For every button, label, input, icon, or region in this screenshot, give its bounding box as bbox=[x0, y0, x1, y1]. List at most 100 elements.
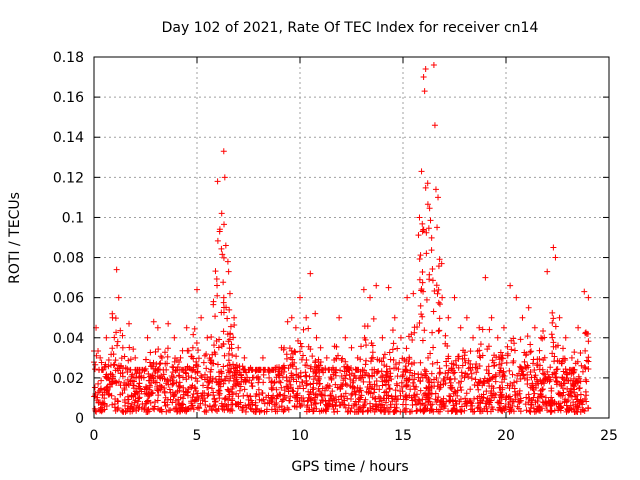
cluster-point bbox=[476, 363, 483, 370]
baseline-point bbox=[230, 383, 237, 390]
baseline-point bbox=[154, 397, 161, 404]
baseline-point bbox=[155, 387, 162, 394]
cluster-point bbox=[562, 366, 569, 373]
baseline-point bbox=[103, 371, 110, 378]
plot-frame bbox=[93, 56, 610, 419]
cluster-point bbox=[200, 359, 207, 366]
baseline-point bbox=[338, 383, 345, 390]
cluster-point bbox=[540, 328, 547, 335]
baseline-point bbox=[316, 380, 323, 387]
baseline-point bbox=[356, 405, 363, 412]
baseline-point bbox=[435, 394, 442, 401]
baseline-point bbox=[383, 392, 390, 399]
baseline-point bbox=[426, 395, 433, 402]
cluster-point bbox=[230, 334, 237, 341]
baseline-point bbox=[334, 408, 341, 415]
baseline-point bbox=[579, 368, 586, 375]
baseline-point bbox=[431, 383, 438, 390]
cluster-point bbox=[445, 353, 452, 360]
cluster-point bbox=[429, 265, 436, 272]
baseline-point bbox=[236, 387, 243, 394]
peak-point bbox=[224, 258, 231, 265]
cluster-point bbox=[585, 354, 592, 361]
baseline-point bbox=[356, 396, 363, 403]
cluster-point bbox=[139, 366, 146, 373]
baseline-point bbox=[131, 382, 138, 389]
baseline-point bbox=[380, 404, 387, 411]
baseline-point bbox=[265, 392, 272, 399]
baseline-point bbox=[487, 390, 494, 397]
baseline-point bbox=[314, 392, 321, 399]
baseline-point bbox=[505, 401, 512, 408]
baseline-point bbox=[124, 393, 131, 400]
baseline-point bbox=[440, 377, 447, 384]
baseline-point bbox=[435, 379, 442, 386]
baseline-point bbox=[272, 408, 279, 415]
baseline-point bbox=[541, 371, 548, 378]
baseline-point bbox=[367, 390, 374, 397]
cluster-point bbox=[338, 357, 345, 364]
cluster-point bbox=[429, 360, 436, 367]
peak-point bbox=[336, 314, 343, 321]
cluster-point bbox=[521, 358, 528, 365]
baseline-point bbox=[347, 376, 354, 383]
baseline-point bbox=[229, 407, 236, 414]
cluster-point bbox=[403, 345, 410, 352]
cluster-point bbox=[499, 352, 506, 359]
cluster-point bbox=[550, 315, 557, 322]
baseline-point bbox=[353, 389, 360, 396]
cluster-point bbox=[442, 340, 449, 347]
baseline-point bbox=[455, 379, 462, 386]
baseline-point bbox=[411, 386, 418, 393]
baseline-point bbox=[205, 379, 212, 386]
baseline-point bbox=[208, 406, 215, 413]
baseline-point bbox=[146, 382, 153, 389]
baseline-point bbox=[310, 408, 317, 415]
baseline-point bbox=[226, 393, 233, 400]
peak-point bbox=[418, 168, 425, 175]
baseline-point bbox=[130, 374, 137, 381]
cluster-point bbox=[522, 363, 529, 370]
peak-point bbox=[525, 304, 532, 311]
cluster-point bbox=[511, 340, 518, 347]
baseline-point bbox=[353, 401, 360, 408]
baseline-point bbox=[583, 398, 590, 405]
baseline-point bbox=[180, 395, 187, 402]
baseline-point bbox=[330, 395, 337, 402]
cluster-point bbox=[517, 336, 524, 343]
cluster-point bbox=[221, 221, 228, 228]
peak-point bbox=[500, 324, 507, 331]
baseline-point bbox=[393, 380, 400, 387]
cluster-point bbox=[420, 288, 427, 295]
cluster-point bbox=[226, 306, 233, 313]
peak-point bbox=[470, 334, 477, 341]
baseline-point bbox=[422, 402, 429, 409]
baseline-point bbox=[543, 402, 550, 409]
baseline-point bbox=[244, 392, 251, 399]
cluster-point bbox=[461, 349, 468, 356]
peak-point bbox=[552, 254, 559, 261]
cluster-point bbox=[522, 352, 529, 359]
cluster-point bbox=[187, 366, 194, 373]
baseline-point bbox=[510, 398, 517, 405]
baseline-point bbox=[476, 379, 483, 386]
baseline-point bbox=[285, 388, 292, 395]
cluster-point bbox=[315, 356, 322, 363]
cluster-point bbox=[292, 349, 299, 356]
cluster-point bbox=[98, 359, 105, 366]
baseline-point bbox=[229, 401, 236, 408]
baseline-point bbox=[434, 397, 441, 404]
baseline-point bbox=[561, 399, 568, 406]
peak-point bbox=[482, 274, 489, 281]
baseline-point bbox=[264, 399, 271, 406]
cluster-point bbox=[436, 301, 443, 308]
baseline-point bbox=[582, 376, 589, 383]
cluster-point bbox=[119, 332, 126, 339]
baseline-point bbox=[343, 372, 350, 379]
baseline-point bbox=[509, 371, 516, 378]
cluster-point bbox=[496, 361, 503, 368]
baseline-point bbox=[276, 378, 283, 385]
baseline-point bbox=[92, 390, 99, 397]
baseline-point bbox=[223, 403, 230, 410]
y-axis-label: ROTI / TECUs bbox=[7, 192, 23, 284]
